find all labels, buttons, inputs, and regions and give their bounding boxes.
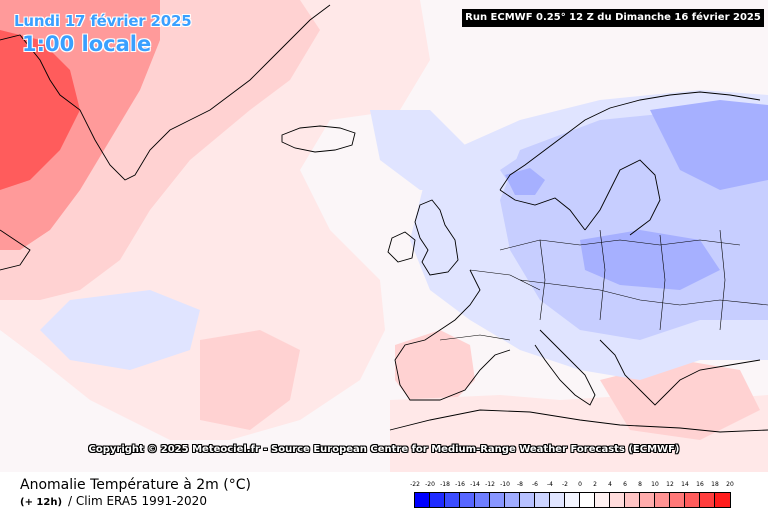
coast-balkans-greece — [599, 339, 761, 406]
legend-color-cell — [520, 493, 535, 507]
coast-norway-south — [499, 189, 586, 231]
legend-color-cell — [460, 493, 475, 507]
map-footer: Anomalie Température à 2m (°C) (+ 12h) / … — [0, 472, 768, 512]
legend-tick-label: 6 — [623, 481, 627, 488]
country-borders — [439, 229, 768, 341]
legend-tick-label: -20 — [425, 481, 435, 488]
legend-tick-label: -12 — [485, 481, 495, 488]
legend-color-cell — [685, 493, 700, 507]
coast-scandinavia — [499, 91, 761, 191]
legend-tick-label: -10 — [500, 481, 510, 488]
cold-zone-russia — [650, 100, 768, 190]
legend-color-cell — [430, 493, 445, 507]
legend-color-cell — [625, 493, 640, 507]
legend-color-cell — [640, 493, 655, 507]
legend-tick-label: 16 — [696, 481, 704, 488]
coast-italy — [534, 329, 596, 406]
lead-time-label: (+ 12h) — [20, 497, 63, 508]
coast-baffin — [0, 229, 31, 271]
run-info-banner: Run ECMWF 0.25° 12 Z du Dimanche 16 févr… — [462, 9, 764, 27]
legend-tick-label: 10 — [651, 481, 659, 488]
legend-color-cell — [580, 493, 595, 507]
legend-color-cell — [445, 493, 460, 507]
warm-zone-iberia — [395, 330, 475, 400]
legend-color-cell — [505, 493, 520, 507]
anomaly-map-canvas — [0, 0, 768, 472]
border-line — [719, 229, 726, 331]
coast-north-africa — [389, 409, 768, 433]
legend-tick-label: 20 — [726, 481, 734, 488]
legend-tick-labels: -22 -20 -18 -16 -14 -12 -10 -8 -6 -4 -2 0 2 4 6 8 10 12 14… — [410, 481, 754, 491]
legend-tick-label: 18 — [711, 481, 719, 488]
legend-tick-label: -18 — [440, 481, 450, 488]
border-line — [439, 334, 511, 341]
cold-zone-poland — [580, 230, 720, 290]
legend-color-cell — [655, 493, 670, 507]
legend-color-cell — [565, 493, 580, 507]
border-line — [469, 269, 541, 291]
cold-zone-mid-ocean — [40, 290, 200, 370]
border-line — [519, 279, 768, 306]
legend-color-cell — [415, 493, 430, 507]
legend-tick-label: 14 — [681, 481, 689, 488]
anomaly-map: Lundi 17 février 2025 1:00 locale Run EC… — [0, 0, 768, 472]
legend-color-cell — [535, 493, 550, 507]
legend-color-cell — [595, 493, 610, 507]
legend-color-cell — [490, 493, 505, 507]
border-line — [599, 229, 606, 321]
border-line — [539, 239, 546, 321]
warm-zone-greenland-core — [0, 30, 80, 190]
forecast-local-time: 1:00 locale — [22, 32, 152, 56]
legend-color-cell — [475, 493, 490, 507]
copyright-credit: Copyright © 2025 Meteociel.fr - Source E… — [88, 444, 680, 455]
legend-color-bar — [414, 492, 731, 508]
forecast-date: Lundi 17 février 2025 — [14, 12, 192, 30]
coast-uk — [414, 199, 459, 276]
legend-tick-label: -4 — [547, 481, 553, 488]
cold-zone-norway-coast — [505, 168, 545, 195]
warm-zone-mid-atlantic — [200, 330, 300, 430]
legend-tick-label: 0 — [578, 481, 582, 488]
legend-tick-label: -16 — [455, 481, 465, 488]
cold-anomaly-zones — [40, 90, 768, 380]
legend-color-cell — [700, 493, 715, 507]
coast-baltic — [584, 159, 661, 236]
legend-tick-label: 12 — [666, 481, 674, 488]
coast-iceland — [281, 125, 356, 153]
legend-color-cell — [610, 493, 625, 507]
climatology-label: / Clim ERA5 1991-2020 — [68, 494, 207, 508]
legend-tick-label: -6 — [532, 481, 538, 488]
legend-tick-label: 8 — [638, 481, 642, 488]
legend-tick-label: 2 — [593, 481, 597, 488]
coast-ireland — [387, 231, 416, 263]
legend-tick-label: 4 — [608, 481, 612, 488]
map-title: Anomalie Température à 2m (°C) — [20, 477, 251, 493]
coast-france-iberia — [394, 269, 511, 401]
legend-color-cell — [715, 493, 730, 507]
legend-color-cell — [670, 493, 685, 507]
map-subtitle: (+ 12h) / Clim ERA5 1991-2020 — [20, 494, 207, 508]
color-scale-legend: -22 -20 -18 -16 -14 -12 -10 -8 -6 -4 -2 0 2 4 6 8 10 12 14… — [410, 481, 754, 509]
legend-tick-label: -14 — [470, 481, 480, 488]
coast-greenland — [0, 4, 331, 181]
legend-tick-label: -2 — [562, 481, 568, 488]
coastlines — [0, 4, 768, 433]
legend-tick-label: -22 — [410, 481, 420, 488]
legend-tick-label: -8 — [517, 481, 523, 488]
border-line — [659, 234, 666, 331]
legend-color-cell — [550, 493, 565, 507]
